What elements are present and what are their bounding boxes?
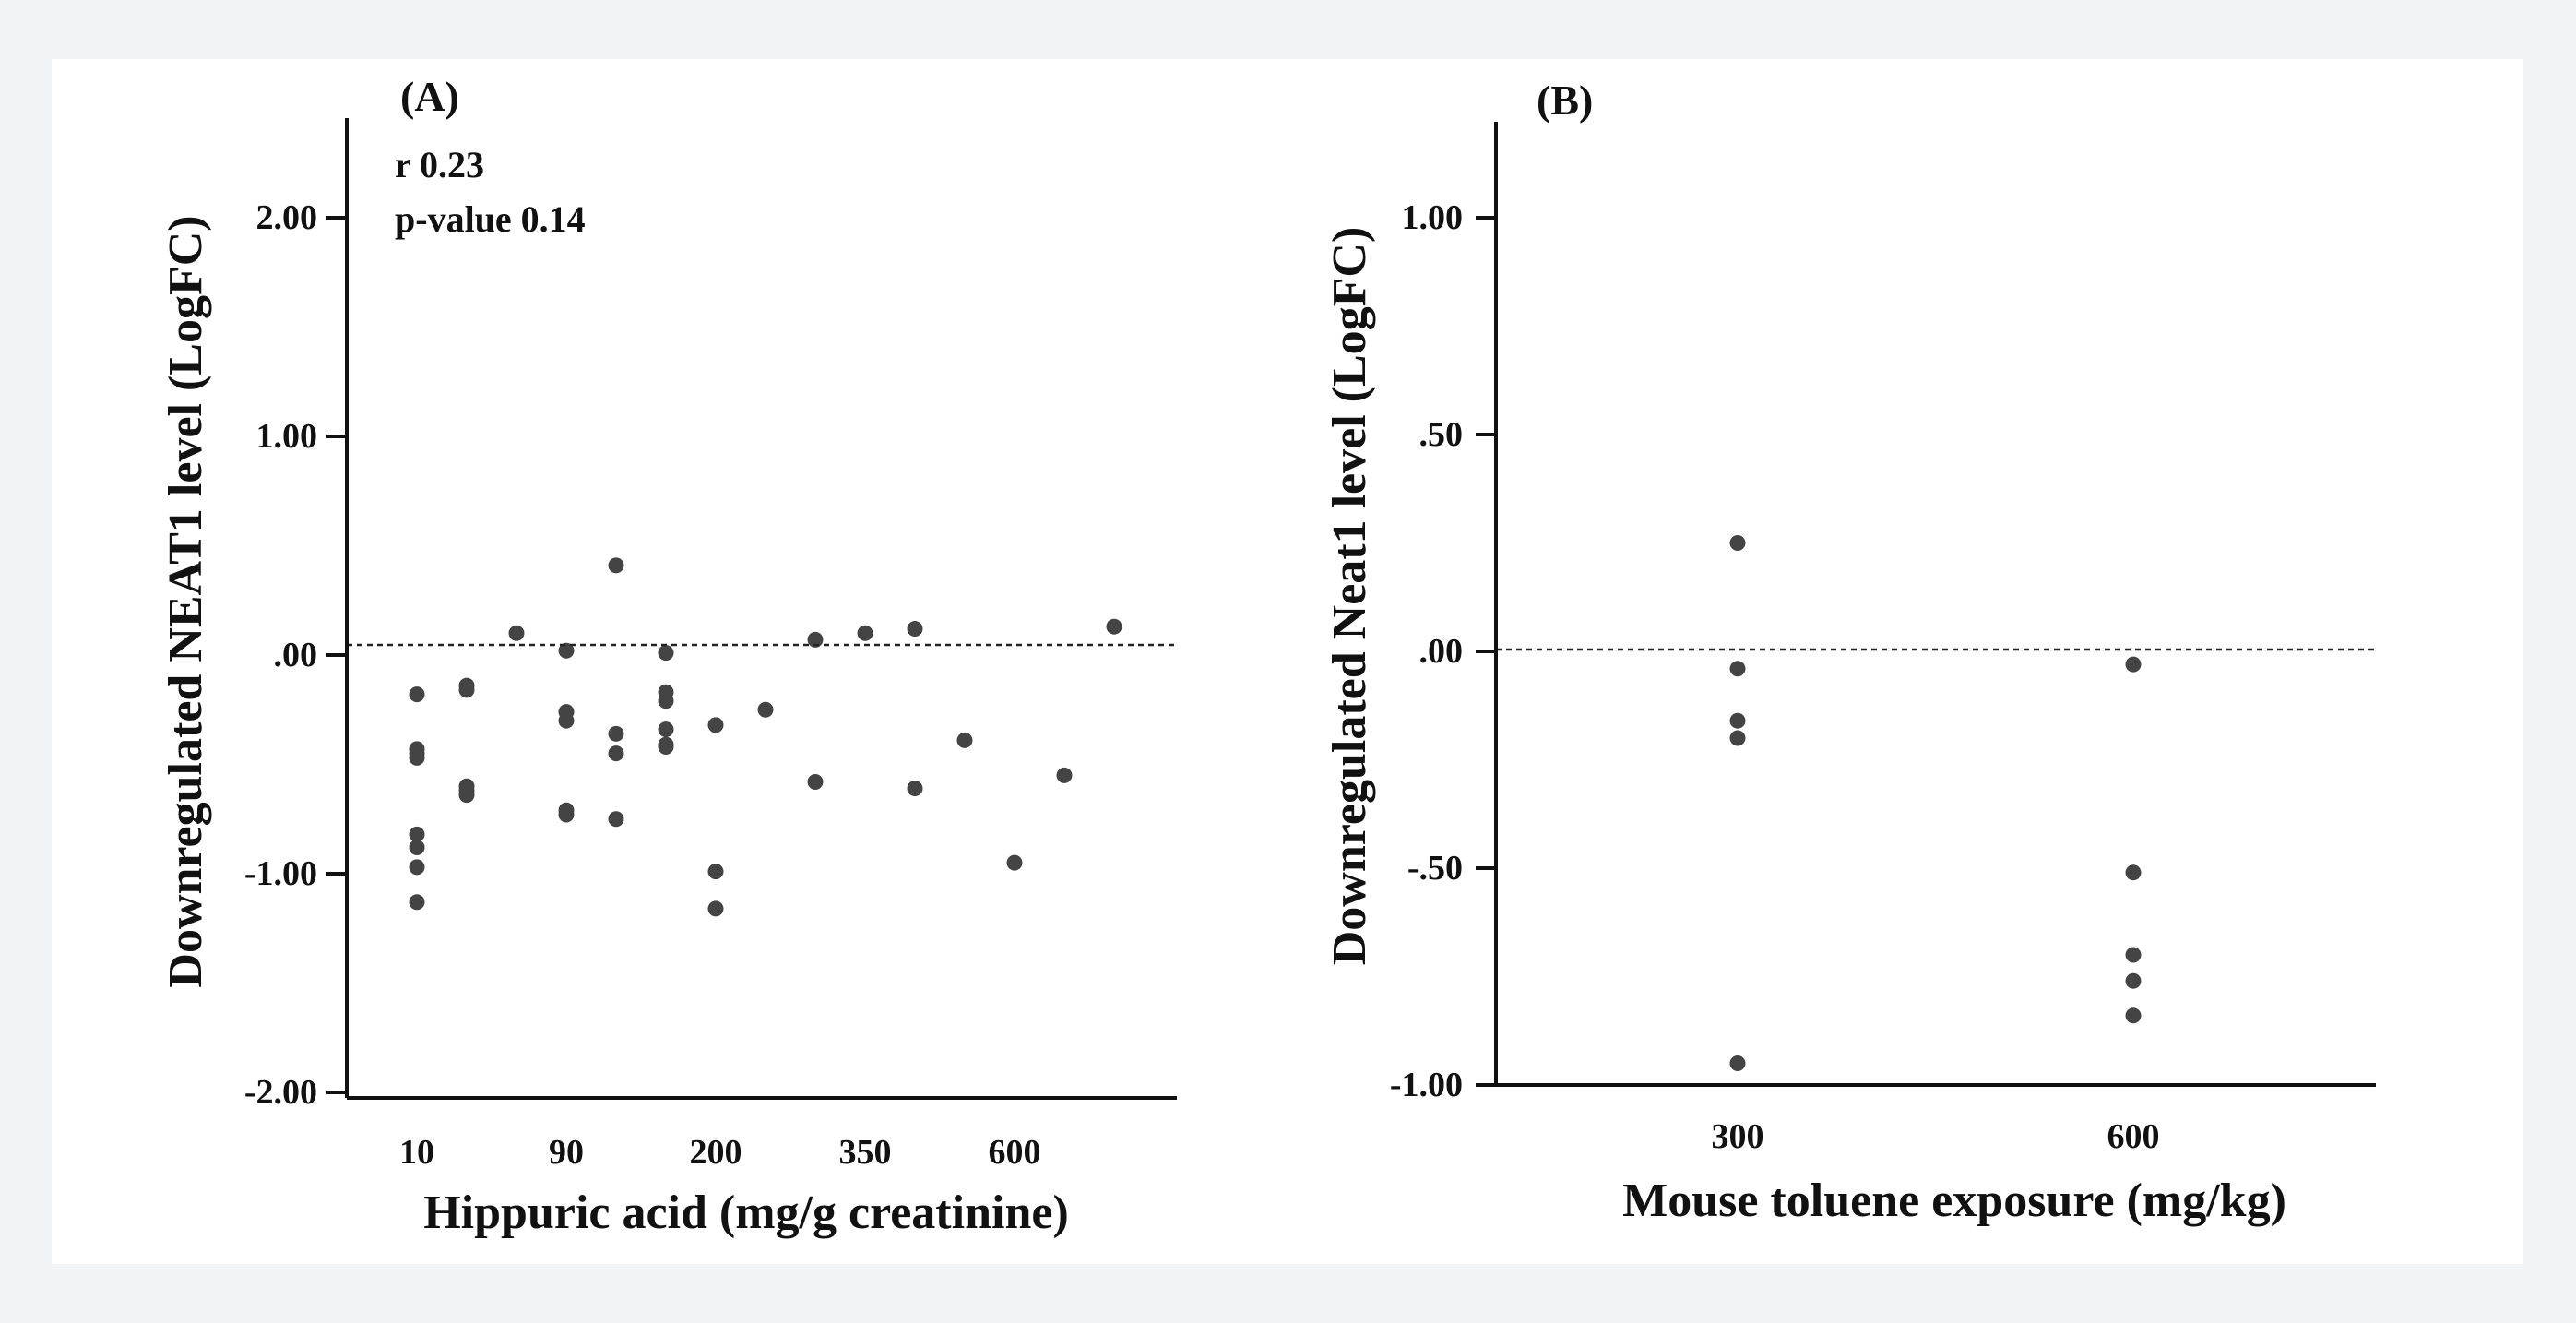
panel-a-x-tick: 90 bbox=[549, 1133, 584, 1172]
data-point bbox=[2125, 947, 2142, 963]
panel-a-x-axis-title: Hippuric acid (mg/g creatinine) bbox=[423, 1186, 1069, 1239]
data-point bbox=[2125, 972, 2142, 989]
panel-a-y-tick: -1.00 bbox=[244, 854, 317, 893]
panel-a-axes bbox=[326, 118, 1177, 1100]
figure-svg: (A) r 0.23 p-value 0.14 2.00 1.00 .00 -1… bbox=[160, 73, 2376, 1239]
panel-a-y-tick: 1.00 bbox=[256, 417, 318, 456]
data-point bbox=[409, 840, 425, 856]
panel-a-y-tick: 2.00 bbox=[256, 198, 318, 237]
data-point bbox=[508, 625, 525, 641]
data-point bbox=[608, 745, 624, 762]
data-point bbox=[707, 900, 724, 917]
data-point bbox=[409, 686, 425, 703]
panel-b-x-axis-title: Mouse toluene exposure (mg/kg) bbox=[1622, 1174, 2286, 1227]
data-point bbox=[409, 749, 425, 766]
panel-b-x-ticks: 300 600 bbox=[1712, 1117, 2160, 1156]
data-point bbox=[707, 717, 724, 733]
panel-a-x-tick: 200 bbox=[690, 1133, 742, 1172]
data-point bbox=[1729, 1055, 1746, 1071]
data-point bbox=[558, 806, 575, 823]
data-point bbox=[409, 826, 425, 842]
data-point bbox=[2125, 1007, 2142, 1024]
panel-b-y-tick: -.50 bbox=[1407, 849, 1463, 888]
data-point bbox=[2125, 864, 2142, 881]
panel-a-x-tick: 350 bbox=[839, 1133, 892, 1172]
data-point bbox=[608, 725, 624, 742]
data-point bbox=[707, 864, 724, 880]
data-point bbox=[658, 721, 674, 738]
data-point bbox=[1729, 661, 1746, 677]
data-point bbox=[458, 682, 475, 698]
panel-a-x-tick: 10 bbox=[399, 1133, 434, 1172]
data-point bbox=[1056, 767, 1073, 783]
panel-a-y-tick: -2.00 bbox=[244, 1073, 317, 1112]
data-point bbox=[907, 621, 923, 638]
panel-a-y-ticks: 2.00 1.00 .00 -1.00 -2.00 bbox=[244, 198, 317, 1112]
data-point bbox=[907, 781, 923, 797]
data-point bbox=[658, 645, 674, 662]
data-point bbox=[608, 557, 624, 574]
data-point bbox=[807, 631, 824, 648]
data-point bbox=[1729, 712, 1746, 729]
panel-a-x-tick: 600 bbox=[989, 1133, 1041, 1172]
data-point bbox=[1106, 618, 1122, 635]
data-point bbox=[1006, 854, 1023, 871]
data-point bbox=[558, 712, 575, 729]
data-point bbox=[409, 894, 425, 911]
data-point bbox=[409, 859, 425, 876]
data-point bbox=[1729, 535, 1746, 551]
panel-b-label: (B) bbox=[1537, 77, 1593, 124]
data-point bbox=[1729, 730, 1746, 746]
panel-b-axes bbox=[1476, 122, 2376, 1087]
data-point bbox=[2125, 656, 2142, 673]
panel-b: (B) 1.00 .50 .00 -.50 -1.00 300 600 Mous… bbox=[1324, 77, 2376, 1227]
panel-b-x-tick: 300 bbox=[1712, 1117, 1764, 1156]
panel-b-y-tick: 1.00 bbox=[1402, 198, 1464, 237]
panel-a-x-ticks: 10 90 200 350 600 bbox=[399, 1133, 1041, 1172]
panel-a: (A) r 0.23 p-value 0.14 2.00 1.00 .00 -1… bbox=[160, 73, 1177, 1239]
panel-b-y-tick: .00 bbox=[1419, 632, 1464, 671]
panel-b-points bbox=[1729, 535, 2142, 1071]
data-point bbox=[807, 773, 824, 790]
data-point bbox=[558, 642, 575, 659]
data-point bbox=[658, 693, 674, 709]
panel-b-y-axis-title: Downregulated Neat1 level (LogFC) bbox=[1324, 227, 1376, 966]
panel-b-x-tick: 600 bbox=[2107, 1117, 2160, 1156]
panel-a-y-tick: .00 bbox=[274, 636, 318, 674]
data-point bbox=[658, 739, 674, 756]
data-point bbox=[857, 625, 873, 641]
panel-b-y-ticks: 1.00 .50 .00 -.50 -1.00 bbox=[1390, 198, 1463, 1104]
panel-a-y-axis-title: Downregulated NEAT1 level (LogFC) bbox=[160, 215, 212, 987]
panel-a-points bbox=[409, 557, 1122, 917]
panel-a-label: (A) bbox=[400, 73, 459, 120]
panel-b-y-tick: -1.00 bbox=[1390, 1066, 1463, 1104]
data-point bbox=[608, 811, 624, 828]
p-value-annotation: p-value 0.14 bbox=[395, 198, 586, 240]
figure-panel: (A) r 0.23 p-value 0.14 2.00 1.00 .00 -1… bbox=[52, 59, 2523, 1264]
data-point bbox=[458, 787, 475, 804]
correlation-r-annotation: r 0.23 bbox=[395, 144, 484, 185]
data-point bbox=[956, 732, 973, 748]
panel-b-y-tick: .50 bbox=[1419, 415, 1464, 454]
data-point bbox=[757, 701, 774, 718]
